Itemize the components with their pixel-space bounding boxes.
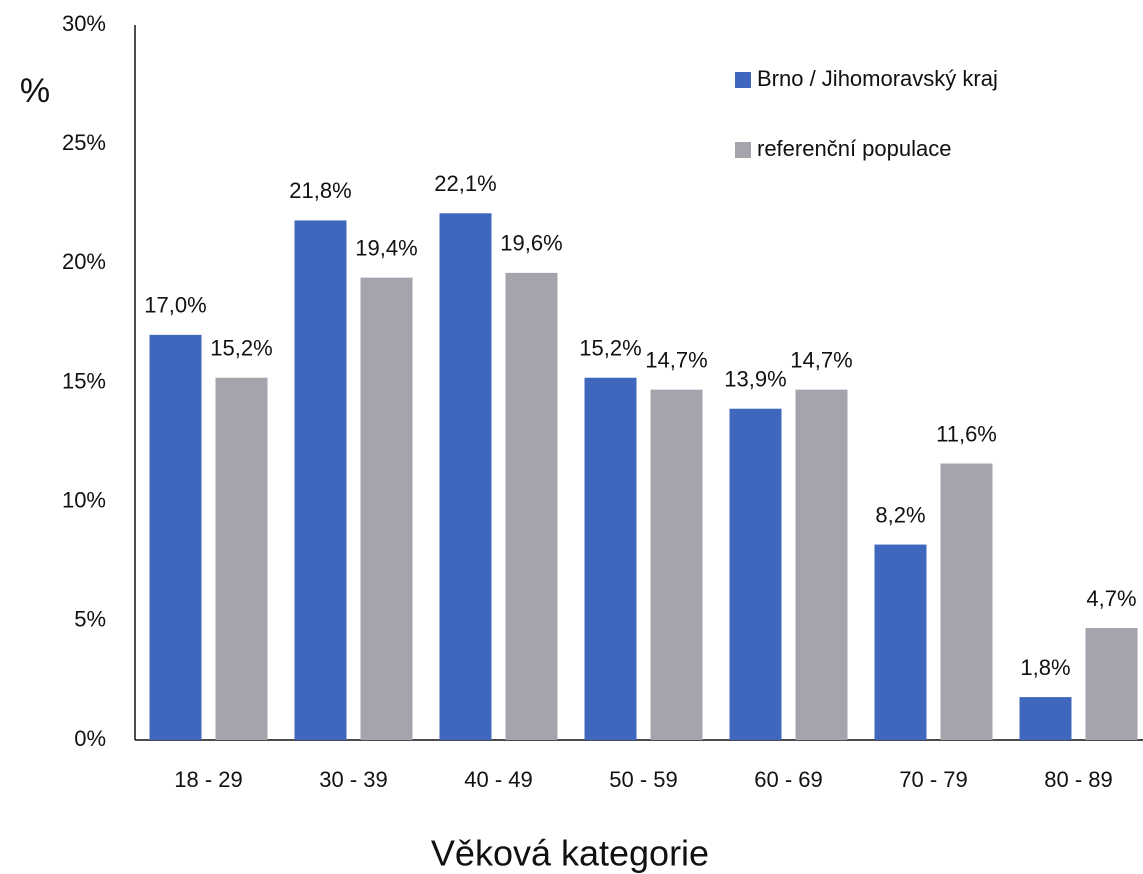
bar [505,272,558,740]
y-tick-label: 15% [62,368,106,393]
x-tick-label: 80 - 89 [1044,767,1113,792]
y-tick-label: 10% [62,487,106,512]
y-tick-label: 5% [74,607,106,632]
data-label: 11,6% [936,421,997,446]
y-tick-label: 0% [74,726,106,751]
data-label: 1,8% [1020,655,1070,680]
bar [584,377,637,740]
data-label: 14,7% [645,347,707,372]
data-label: 19,6% [500,231,562,256]
bar [439,213,492,741]
data-label: 15,2% [579,336,641,361]
x-tick-label: 40 - 49 [464,767,533,792]
data-label: 19,4% [355,235,417,260]
legend-swatch [735,142,751,158]
y-axis-label: % [20,72,50,110]
legend-label: Brno / Jihomoravský kraj [757,66,998,91]
bar [1085,627,1138,740]
y-tick-label: 25% [62,130,106,155]
x-axis-label: Věková kategorie [431,833,709,874]
bar [1019,697,1072,740]
legend-label: referenční populace [757,136,951,161]
data-label: 14,7% [790,347,852,372]
bar [940,463,993,740]
bar [795,389,848,740]
data-label: 21,8% [289,178,351,203]
bar [729,408,782,740]
bar [294,220,347,740]
x-tick-label: 70 - 79 [899,767,968,792]
x-tick-label: 18 - 29 [174,767,243,792]
x-tick-label: 60 - 69 [754,767,823,792]
legend-swatch [735,72,751,88]
bar [360,277,413,740]
bar [650,389,703,740]
data-label: 15,2% [210,336,272,361]
data-label: 4,7% [1086,586,1136,611]
bar [874,544,927,740]
x-tick-label: 30 - 39 [319,767,388,792]
data-label: 22,1% [434,171,496,196]
x-tick-label: 50 - 59 [609,767,678,792]
data-label: 13,9% [724,367,786,392]
data-label: 8,2% [875,502,925,527]
data-label: 17,0% [144,293,206,318]
bar [215,377,268,740]
bar [149,334,202,740]
y-tick-label: 30% [62,11,106,36]
y-tick-label: 20% [62,249,106,274]
